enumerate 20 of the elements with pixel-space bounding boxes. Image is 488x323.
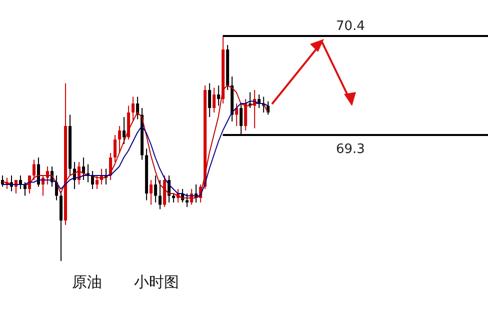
candlestick bbox=[217, 85, 220, 106]
candlestick bbox=[208, 82, 212, 118]
candlestick bbox=[91, 170, 94, 190]
candlestick bbox=[82, 157, 86, 180]
candlestick bbox=[150, 180, 153, 206]
candlestick bbox=[96, 175, 99, 190]
candlestick bbox=[118, 126, 122, 154]
text: 原油 bbox=[72, 273, 102, 292]
candlestick bbox=[158, 180, 162, 210]
candlestick bbox=[154, 175, 158, 203]
candlestick bbox=[114, 134, 117, 162]
candlestick bbox=[132, 96, 135, 122]
text: 小时图 bbox=[134, 273, 179, 292]
candlestick bbox=[32, 159, 36, 180]
candlestick bbox=[212, 87, 216, 113]
candlestick bbox=[235, 103, 238, 126]
text: 70.4 bbox=[336, 19, 365, 34]
candlestick bbox=[244, 98, 248, 131]
text: 69.3 bbox=[336, 142, 365, 157]
candlestick bbox=[122, 116, 126, 144]
